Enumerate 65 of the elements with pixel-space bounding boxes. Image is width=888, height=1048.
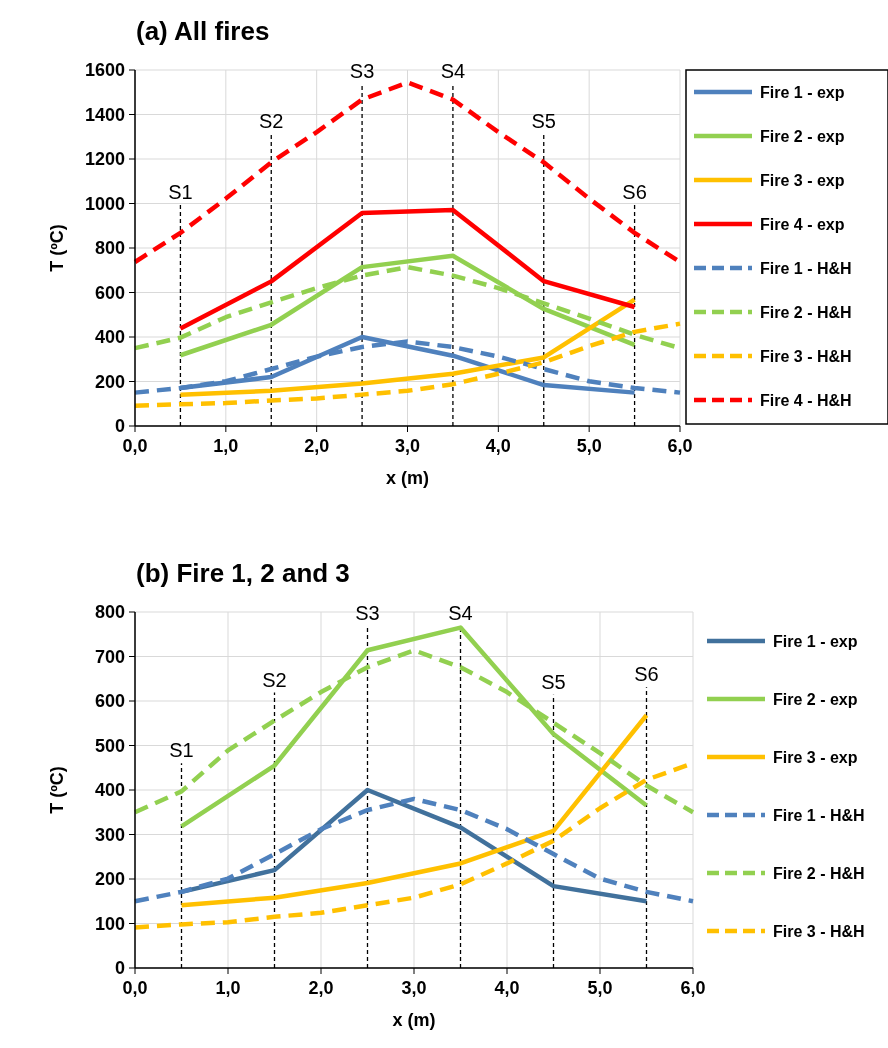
legend-label: Fire 4 - H&H — [760, 392, 852, 409]
legend-label: Fire 3 - H&H — [773, 923, 865, 940]
x-tick-label: 6,0 — [680, 978, 706, 998]
legend-label: Fire 1 - H&H — [773, 807, 865, 824]
legend-label: Fire 3 - H&H — [760, 348, 852, 365]
ref-line-label: S6 — [622, 180, 647, 203]
x-tick-label: 5,0 — [587, 978, 613, 998]
legend-label: Fire 2 - H&H — [760, 304, 852, 321]
ref-line-label: S2 — [259, 110, 284, 133]
ref-line-label: S3 — [349, 60, 375, 82]
ref-line-label: S4 — [440, 60, 466, 82]
x-tick-label: 5,0 — [576, 436, 602, 456]
y-tick-label: 1600 — [84, 60, 125, 80]
y-tick-label: 200 — [94, 869, 125, 889]
y-tick-label: 800 — [94, 238, 125, 258]
legend-label: Fire 1 - exp — [760, 84, 845, 101]
x-tick-label: 4,0 — [494, 978, 520, 998]
y-axis-title: T (ºC) — [47, 766, 67, 814]
legend-label: Fire 2 - exp — [760, 128, 845, 145]
legend-label: Fire 3 - exp — [773, 749, 858, 766]
y-tick-label: 700 — [94, 646, 125, 667]
chart-title: (a) All fires — [136, 16, 270, 46]
ref-line-label: S1 — [168, 180, 193, 203]
y-tick-label: 1000 — [84, 193, 125, 214]
line-series — [178, 207, 637, 331]
x-tick-label: 3,0 — [394, 436, 421, 456]
y-tick-label: 800 — [94, 602, 125, 622]
x-axis-title: x (m) — [385, 468, 430, 488]
y-tick-label: 600 — [94, 691, 125, 711]
y-tick-label: 400 — [94, 780, 125, 800]
chart-title: (b) Fire 1, 2 and 3 — [136, 558, 350, 588]
x-tick-label: 0,0 — [122, 436, 148, 456]
ref-line-label: S5 — [531, 110, 556, 133]
x-tick-label: 4,0 — [485, 436, 511, 456]
x-tick-label: 6,0 — [667, 436, 693, 456]
ref-line-label: S4 — [448, 602, 473, 624]
x-tick-label: 2,0 — [308, 978, 334, 998]
y-tick-label: 1200 — [84, 149, 125, 169]
legend-label: Fire 2 - H&H — [773, 865, 865, 882]
legend-label: Fire 3 - exp — [760, 172, 845, 189]
x-axis-title: x (m) — [392, 1010, 436, 1030]
y-tick-label: 0 — [114, 416, 125, 436]
y-tick-label: 300 — [94, 824, 125, 845]
legend-label: Fire 1 - H&H — [760, 260, 852, 277]
y-tick-label: 600 — [94, 282, 125, 303]
x-tick-label: 1,0 — [213, 436, 239, 456]
ref-line-label: S3 — [355, 602, 380, 624]
legend-label: Fire 2 - exp — [773, 691, 858, 708]
ref-line-label: S1 — [169, 739, 194, 762]
ref-line-label: S6 — [634, 663, 659, 686]
legend-label: Fire 4 - exp — [760, 216, 845, 233]
y-tick-label: 400 — [94, 327, 125, 347]
ref-line-label: S2 — [262, 668, 287, 691]
legend-label: Fire 1 - exp — [773, 633, 858, 650]
y-tick-label: 1400 — [84, 104, 125, 125]
x-tick-label: 1,0 — [215, 978, 241, 998]
y-tick-label: 0 — [114, 958, 125, 978]
y-tick-label: 200 — [94, 371, 125, 392]
y-tick-label: 100 — [94, 913, 125, 934]
ref-line-label: S5 — [541, 670, 566, 693]
y-axis-title: T (ºC) — [47, 224, 67, 272]
y-tick-label: 500 — [94, 735, 125, 756]
x-tick-label: 0,0 — [122, 978, 148, 998]
x-tick-label: 3,0 — [401, 978, 427, 998]
x-tick-label: 2,0 — [304, 436, 330, 456]
